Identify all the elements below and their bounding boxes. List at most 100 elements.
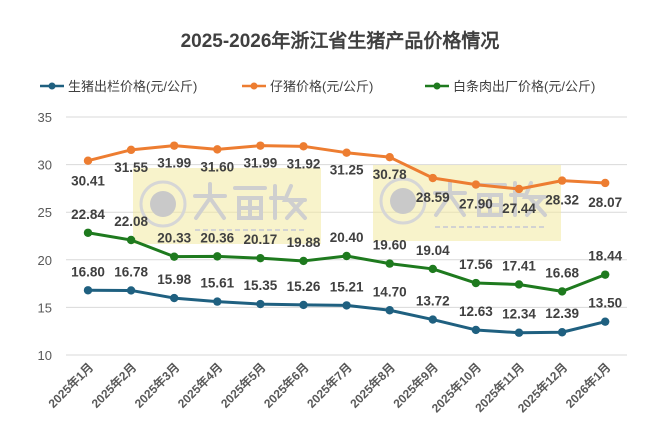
- data-point: [170, 252, 179, 261]
- data-label: 16.80: [71, 264, 105, 279]
- eye-pupil-icon: [390, 188, 416, 214]
- x-tick-label: 2026年1月: [562, 360, 613, 411]
- legend-label: 仔猪价格(元/公斤): [270, 79, 373, 94]
- data-label: 20.33: [157, 231, 191, 246]
- data-label: 27.44: [502, 201, 536, 216]
- data-point: [342, 301, 351, 310]
- legend-label: 白条肉出厂价格(元/公斤): [453, 79, 595, 94]
- data-label: 31.92: [287, 156, 321, 171]
- data-label: 12.63: [459, 304, 493, 319]
- eye-pupil-icon: [150, 191, 176, 217]
- data-label: 22.84: [71, 207, 105, 222]
- data-point: [471, 180, 481, 189]
- data-point: [385, 306, 394, 315]
- data-label: 28.32: [545, 193, 579, 208]
- data-point: [514, 184, 524, 194]
- data-label: 31.55: [114, 160, 148, 175]
- data-label: 15.26: [287, 279, 321, 294]
- data-label: 20.36: [200, 230, 234, 245]
- data-point: [514, 280, 524, 289]
- data-point: [83, 228, 93, 237]
- y-tick-label: 30: [38, 158, 52, 173]
- data-point: [557, 287, 567, 296]
- data-point: [601, 270, 610, 279]
- data-label: 20.40: [330, 230, 364, 245]
- legend-marker: [433, 82, 441, 90]
- data-point: [342, 148, 351, 157]
- data-label: 31.99: [244, 156, 278, 171]
- x-tick-label: 2025年1月: [45, 360, 96, 411]
- x-tick-label: 2025年2月: [88, 360, 139, 411]
- data-point: [256, 253, 265, 263]
- data-label: 27.90: [459, 197, 493, 212]
- data-label: 12.39: [545, 306, 579, 321]
- data-label: 31.99: [157, 156, 191, 171]
- data-point: [514, 328, 524, 337]
- data-point: [213, 297, 222, 306]
- y-tick-label: 35: [38, 110, 52, 125]
- data-point: [83, 156, 93, 165]
- data-point: [126, 235, 136, 245]
- y-axis: 10 15 20 25 30 35: [38, 110, 52, 363]
- y-tick-label: 25: [38, 205, 52, 220]
- data-point: [83, 286, 93, 295]
- data-label: 19.04: [416, 243, 450, 258]
- watermarks: [133, 165, 561, 244]
- legend-item: 白条肉出厂价格(元/公斤): [425, 79, 595, 94]
- data-point: [557, 176, 567, 185]
- y-tick-label: 10: [38, 348, 52, 363]
- data-point: [170, 293, 179, 303]
- eye-logo-icon: [139, 180, 187, 228]
- data-point: [256, 299, 265, 309]
- data-point: [170, 141, 179, 150]
- legend-marker: [250, 82, 258, 90]
- data-label: 17.41: [502, 258, 536, 273]
- data-label: 15.21: [330, 279, 364, 294]
- data-label: 16.68: [545, 265, 579, 280]
- legend: 生猪出栏价格(元/公斤) 仔猪价格(元/公斤) 白条肉出厂价格(元/公斤): [40, 79, 595, 94]
- data-point: [126, 145, 136, 155]
- data-point: [428, 264, 437, 274]
- x-axis: 2025年1月2025年2月2025年3月2025年4月2025年5月2025年…: [45, 360, 613, 416]
- data-point: [471, 325, 481, 335]
- data-label: 15.61: [200, 276, 234, 291]
- data-label: 17.56: [459, 257, 493, 272]
- legend-item: 仔猪价格(元/公斤): [242, 79, 373, 94]
- watermark-brand-mark: [433, 179, 547, 217]
- data-label: 19.60: [373, 238, 407, 253]
- x-tick-label: 2025年3月: [131, 360, 182, 411]
- x-tick-label: 2025年8月: [347, 360, 398, 411]
- data-label: 15.35: [244, 278, 278, 293]
- legend-marker: [48, 82, 56, 90]
- x-tick-label: 2025年6月: [260, 360, 311, 411]
- data-labels: 16.80 16.78 15.98 15.61 15.35 15.26 15.21 14.70…: [71, 156, 622, 322]
- data-point: [342, 251, 351, 261]
- data-label: 13.50: [588, 296, 622, 311]
- data-point: [471, 278, 481, 288]
- data-label: 14.70: [373, 284, 407, 299]
- data-label: 30.41: [71, 174, 105, 189]
- data-point: [557, 328, 567, 337]
- y-tick-label: 20: [38, 253, 52, 268]
- watermark-brand-mark: [193, 182, 307, 220]
- data-label: 22.08: [114, 214, 148, 229]
- data-point: [299, 300, 308, 310]
- legend-label: 生猪出栏价格(元/公斤): [68, 79, 197, 94]
- data-point: [385, 152, 394, 162]
- data-label: 13.72: [416, 294, 450, 309]
- chart-title: 2025-2026年浙江省生猪产品价格情况: [181, 29, 500, 52]
- data-point: [299, 142, 308, 151]
- data-label: 28.07: [588, 195, 622, 210]
- data-point: [428, 315, 437, 324]
- data-label: 12.34: [502, 307, 536, 322]
- watermark-logo: [133, 168, 321, 244]
- data-label: 15.98: [157, 272, 191, 287]
- data-label: 20.17: [244, 232, 278, 247]
- watermark-logo: [373, 165, 561, 241]
- data-point: [213, 145, 222, 154]
- data-label: 19.88: [287, 235, 321, 250]
- data-point: [213, 252, 222, 261]
- series-lines: [83, 141, 610, 337]
- data-label: 31.25: [330, 163, 364, 178]
